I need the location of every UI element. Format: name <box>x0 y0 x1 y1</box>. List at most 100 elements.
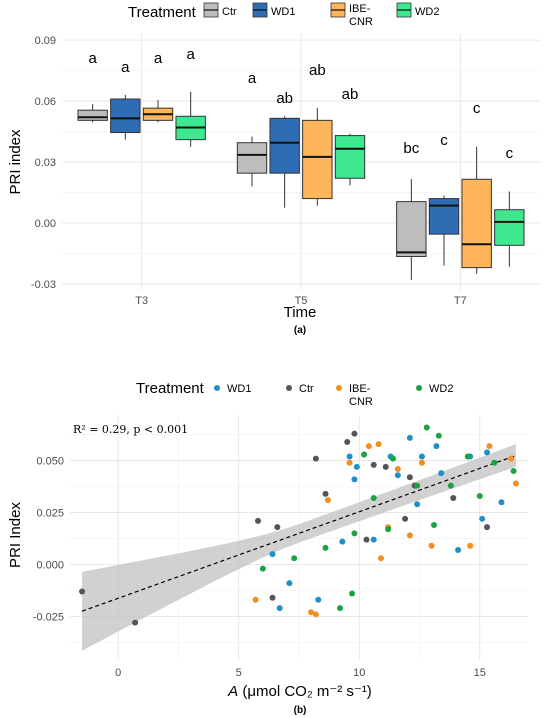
point-wd2 <box>491 459 498 466</box>
significance-letter: a <box>154 50 163 67</box>
point-wd2 <box>390 455 397 462</box>
scatter-points <box>79 424 519 626</box>
point-ctr <box>322 490 329 497</box>
point-ibe-cnr <box>418 459 425 466</box>
point-wd1 <box>269 551 276 558</box>
box-ibe-cnr-t7 <box>461 146 492 274</box>
point-wd2 <box>423 424 430 431</box>
boxplot-legend: Treatment Ctr WD1 IBE-CNR WD2 <box>128 2 439 28</box>
legend-key-wd1 <box>214 385 220 391</box>
point-ctr <box>79 588 86 595</box>
point-wd2 <box>361 451 368 458</box>
point-ibe-cnr <box>428 542 435 549</box>
point-ctr <box>274 524 281 531</box>
point-wd2 <box>464 453 471 460</box>
legend-label-ibe-cnr: IBE-CNR <box>349 3 373 28</box>
point-wd2 <box>291 555 298 562</box>
box-body <box>461 178 492 269</box>
point-wd1 <box>484 449 491 456</box>
box-body <box>396 201 427 257</box>
boxplot-x-axis-title: Time <box>284 304 317 321</box>
box-body <box>269 117 300 174</box>
x-tick-label: 15 <box>474 667 486 679</box>
point-ctr <box>484 524 491 531</box>
legend-label-ctr: Ctr <box>222 6 237 18</box>
point-ctr <box>382 463 389 470</box>
point-wd2 <box>351 530 358 537</box>
legend-key-wd2 <box>416 385 422 391</box>
legend-label-ctr: Ctr <box>299 383 314 395</box>
point-wd1 <box>353 463 360 470</box>
legend-key-ibe-cnr <box>336 385 342 391</box>
box-ibe-cnr-t3 <box>142 100 174 123</box>
boxplot-x-tick-labels: T3 T5 T7 <box>135 295 467 307</box>
scatter-x-axis-title-units: (μmol CO₂ m⁻² s⁻¹) <box>238 683 372 700</box>
point-ctr <box>269 594 276 601</box>
point-ibe-cnr <box>324 497 331 504</box>
point-wd2 <box>322 544 329 551</box>
point-wd2 <box>510 468 517 475</box>
significance-letter: bc <box>403 140 419 157</box>
boxplot-y-tick-labels: -0.03 0.00 0.03 0.06 0.09 <box>31 35 56 291</box>
y-tick-label: 0.025 <box>36 508 64 520</box>
point-wd2 <box>259 565 266 572</box>
point-wd2 <box>447 482 454 489</box>
point-wd1 <box>418 453 425 460</box>
box-wd1-t7 <box>428 195 460 266</box>
box-body <box>302 119 333 200</box>
box-ctr-t3 <box>77 104 108 123</box>
legend-label-line: CNR <box>349 396 373 408</box>
point-ctr <box>312 455 319 462</box>
x-tick-label: 0 <box>115 667 121 679</box>
scatter-legend-title: Treatment <box>136 380 205 397</box>
point-ibe-cnr <box>346 459 353 466</box>
point-ctr <box>406 474 413 481</box>
box-body <box>428 198 460 235</box>
box-wd2-t5 <box>334 133 366 186</box>
scatter-x-axis-title: A (μmol CO₂ m⁻² s⁻¹) <box>227 683 372 700</box>
point-ibe-cnr <box>252 596 259 603</box>
scatter-x-tick-labels: 0 5 10 15 <box>115 667 486 679</box>
box-body <box>236 142 268 174</box>
x-tick-label: 10 <box>353 667 365 679</box>
boxplot-legend-title: Treatment <box>128 4 197 21</box>
box-body <box>110 98 141 134</box>
point-ibe-cnr <box>512 480 519 487</box>
box-ctr-t7 <box>396 179 427 280</box>
confidence-band <box>82 444 516 651</box>
legend-label-line: CNR <box>349 16 373 28</box>
point-wd1 <box>498 499 505 506</box>
significance-letter: a <box>121 59 130 76</box>
significance-letter: c <box>506 145 514 162</box>
point-wd2 <box>414 482 421 489</box>
legend-label-wd1: WD1 <box>227 383 251 395</box>
regression-annotation: R² = 0.29, p < 0.001 <box>73 423 188 436</box>
point-wd1 <box>351 476 358 483</box>
box-wd2-t3 <box>175 91 206 147</box>
x-tick-label: T7 <box>454 295 467 307</box>
significance-letter: ab <box>276 90 293 107</box>
point-wd1 <box>339 538 346 545</box>
point-ibe-cnr <box>394 465 401 472</box>
box-wd2-t7 <box>494 191 525 267</box>
point-wd1 <box>455 546 462 553</box>
scatter-legend: Treatment WD1 Ctr IBE-CNR WD2 <box>136 380 453 408</box>
point-ctr <box>344 438 351 445</box>
legend-key-ctr <box>286 385 292 391</box>
legend-label-ibe-cnr: IBE-CNR <box>349 383 373 408</box>
significance-letter: c <box>440 132 448 149</box>
y-tick-label: -0.03 <box>31 279 56 291</box>
point-ibe-cnr <box>508 455 515 462</box>
x-tick-label: T3 <box>135 295 148 307</box>
point-ibe-cnr <box>365 443 372 450</box>
point-wd2 <box>370 495 377 502</box>
scatter-y-tick-labels: -0.025 0.000 0.025 0.050 <box>33 456 64 624</box>
x-tick-label: 5 <box>236 667 242 679</box>
point-wd1 <box>370 536 377 543</box>
panel-a-label: (a) <box>294 325 306 336</box>
x-tick-label: T5 <box>295 295 308 307</box>
point-ctr <box>370 461 377 468</box>
boxplot-boxes <box>77 91 525 280</box>
box-body <box>334 135 366 179</box>
